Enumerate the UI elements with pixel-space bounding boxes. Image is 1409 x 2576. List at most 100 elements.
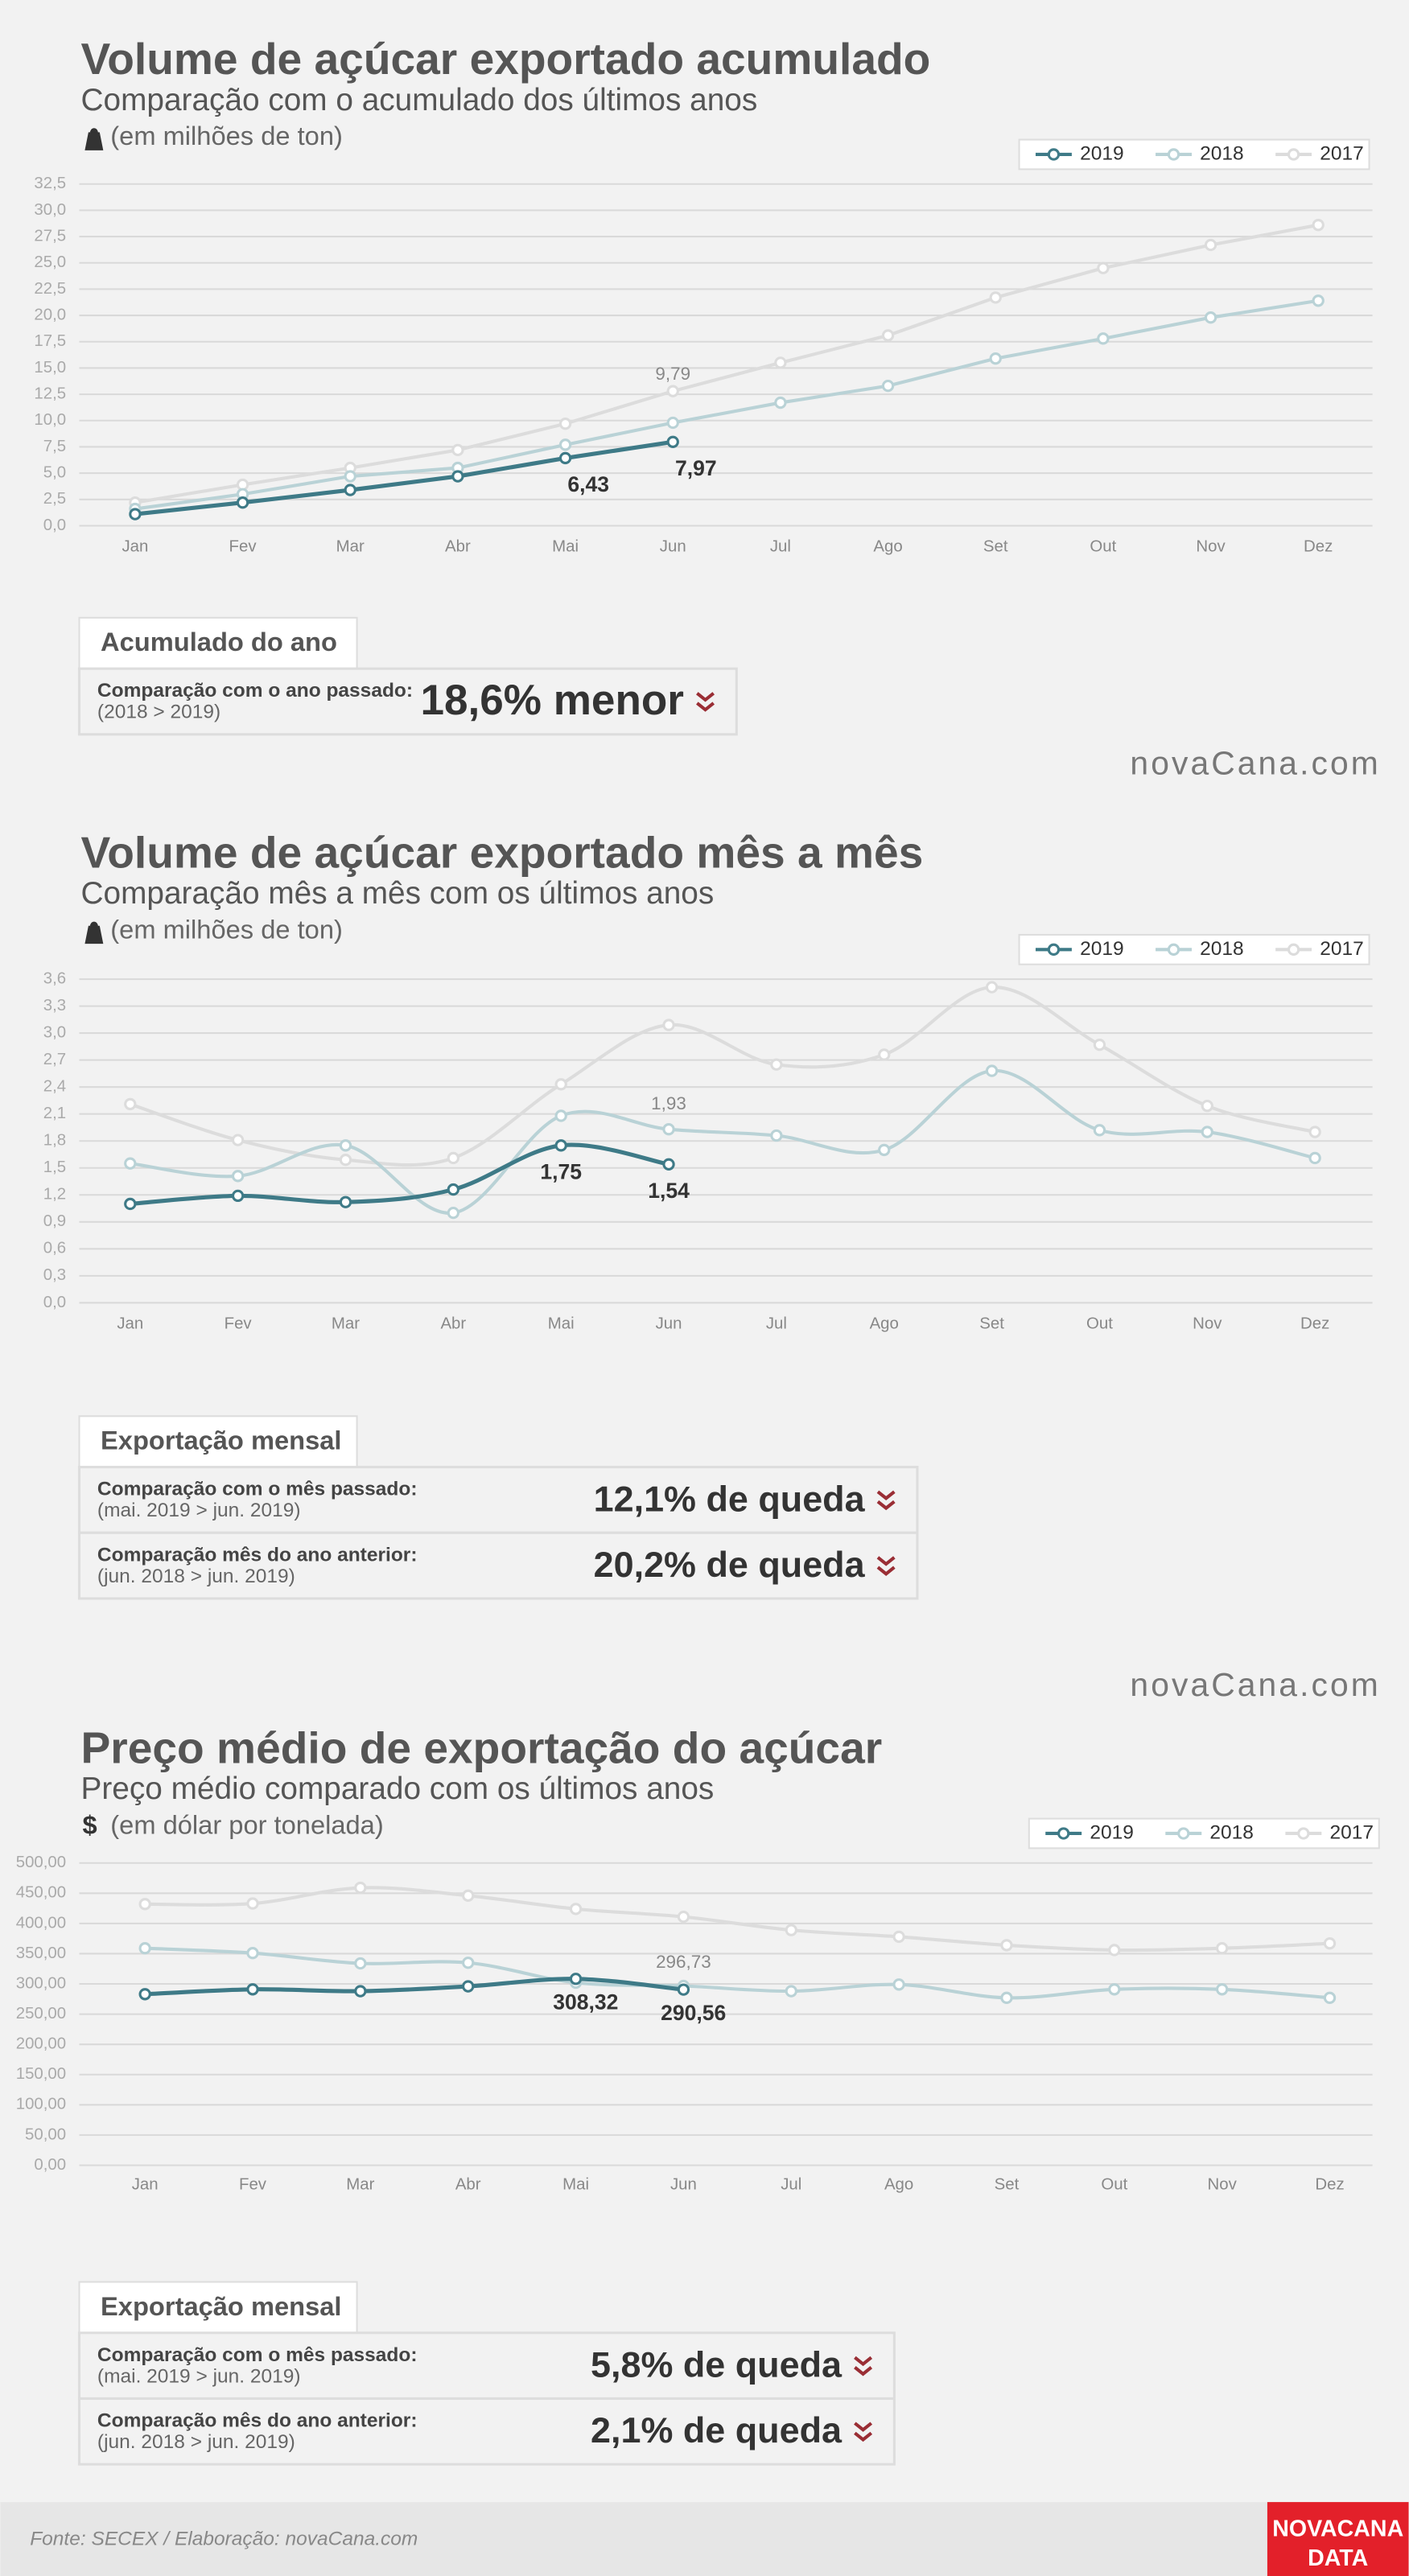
panel-tab — [78, 1415, 358, 1468]
data-label: 1,54 — [648, 1179, 690, 1203]
legend-marker — [1047, 148, 1061, 161]
point — [989, 352, 1002, 365]
x-tick-label: Mar — [332, 1315, 360, 1332]
x-tick-label: Jan — [122, 537, 148, 555]
y-tick-label: 1,5 — [43, 1158, 66, 1176]
panel-tab-label: Exportação mensal — [101, 2291, 341, 2321]
x-tick-label: Ago — [870, 1315, 899, 1332]
y-tick-label: 0,9 — [43, 1212, 66, 1230]
down-chevron — [876, 1556, 896, 1576]
point — [344, 484, 356, 496]
point — [339, 1139, 352, 1152]
row-label: Comparação com o ano passado: — [97, 680, 413, 702]
legend-marker — [1167, 148, 1180, 161]
footer-source: Fonte: SECEX / Elaboração: novaCana.com — [30, 2529, 418, 2550]
weight-icon — [84, 921, 104, 944]
point — [1204, 311, 1217, 324]
point — [1108, 1983, 1121, 1996]
point — [1312, 294, 1325, 307]
x-tick-label: Abr — [455, 2175, 481, 2193]
point — [1201, 1125, 1213, 1138]
point — [124, 1097, 137, 1111]
brand: novaCana.com — [1130, 1666, 1380, 1703]
x-tick-label: Dez — [1300, 1315, 1329, 1332]
legend-label: 2018 — [1209, 1821, 1254, 1843]
point — [881, 329, 895, 342]
x-tick-label: Out — [1101, 2175, 1127, 2193]
x-tick-label: Dez — [1315, 2175, 1344, 2193]
row-value: 20,2% de queda — [594, 1544, 866, 1585]
chart-title: Preço médio de exportação do açúcar — [81, 1722, 883, 1772]
x-tick-label: Nov — [1196, 537, 1226, 555]
data-label: 9,79 — [655, 364, 690, 384]
point — [462, 1889, 475, 1902]
point — [354, 1985, 367, 1998]
panel-tab-label: Exportação mensal — [101, 1426, 341, 1455]
panel-row — [77, 2397, 896, 2466]
logo-box — [1267, 2502, 1409, 2576]
row-value: 18,6% menor — [421, 677, 684, 724]
unit-label: (em dólar por tonelada) — [110, 1809, 383, 1839]
series-line — [134, 439, 674, 516]
y-tick-label: 12,5 — [34, 385, 66, 402]
row-sub: (2018 > 2019) — [97, 702, 220, 723]
unit-symbol: $ — [83, 1809, 97, 1839]
y-tick-label: 0,3 — [43, 1266, 66, 1284]
x-tick-label: Set — [983, 537, 1008, 555]
row-sub: (mai. 2019 > jun. 2019) — [97, 2365, 301, 2387]
point — [451, 470, 464, 483]
y-tick-label: 2,4 — [43, 1078, 66, 1096]
x-tick-label: Jun — [660, 537, 686, 555]
point — [138, 1942, 151, 1955]
x-tick-label: Ago — [873, 537, 902, 555]
point — [339, 1154, 352, 1167]
point — [989, 291, 1002, 304]
point — [447, 1151, 459, 1165]
series-line — [134, 223, 1319, 504]
y-tick-label: 27,5 — [34, 227, 66, 245]
point — [1323, 1937, 1337, 1950]
legend-label: 2017 — [1330, 1821, 1374, 1843]
x-tick-label: Abr — [445, 537, 471, 555]
row-label: Comparação com o mês passado: — [97, 1479, 418, 1500]
unit-label: (em milhões de ton) — [110, 914, 343, 944]
point — [1093, 1124, 1106, 1137]
row-sub: (mai. 2019 > jun. 2019) — [97, 1500, 301, 1521]
y-tick-label: 22,5 — [34, 280, 66, 298]
y-tick-label: 100,00 — [16, 2096, 66, 2113]
point — [1308, 1151, 1321, 1165]
x-tick-label: Dez — [1304, 537, 1333, 555]
point — [246, 1983, 259, 1996]
chart-title: Volume de açúcar exportado mês a mês — [81, 827, 924, 877]
point — [558, 451, 572, 465]
down-chevron — [876, 1490, 896, 1511]
data-label: 290,56 — [661, 2001, 726, 2025]
panel-row — [77, 667, 738, 736]
point — [878, 1048, 891, 1061]
point — [462, 1957, 475, 1969]
x-tick-label: Abr — [440, 1315, 466, 1332]
point — [231, 1134, 245, 1146]
weight-icon — [84, 128, 104, 150]
x-tick-label: Nov — [1193, 1315, 1222, 1332]
point — [447, 1183, 459, 1196]
x-tick-label: Mar — [336, 537, 365, 555]
point — [1323, 1991, 1337, 2004]
point — [1093, 1039, 1106, 1051]
y-tick-label: 350,00 — [16, 1944, 66, 1962]
legend-label: 2018 — [1200, 142, 1244, 164]
point — [558, 438, 572, 451]
point — [138, 1988, 151, 2001]
y-tick-label: 0,0 — [43, 1294, 66, 1311]
x-tick-label: Jun — [656, 1315, 682, 1332]
point — [1000, 1991, 1013, 2004]
legend-label: 2019 — [1080, 938, 1124, 960]
point — [462, 1980, 475, 1993]
point — [554, 1078, 567, 1091]
data-label: 1,93 — [651, 1093, 686, 1113]
point — [138, 1898, 151, 1911]
point — [881, 379, 895, 393]
row-value: 12,1% de queda — [594, 1478, 866, 1519]
series-line — [145, 1946, 1330, 2000]
